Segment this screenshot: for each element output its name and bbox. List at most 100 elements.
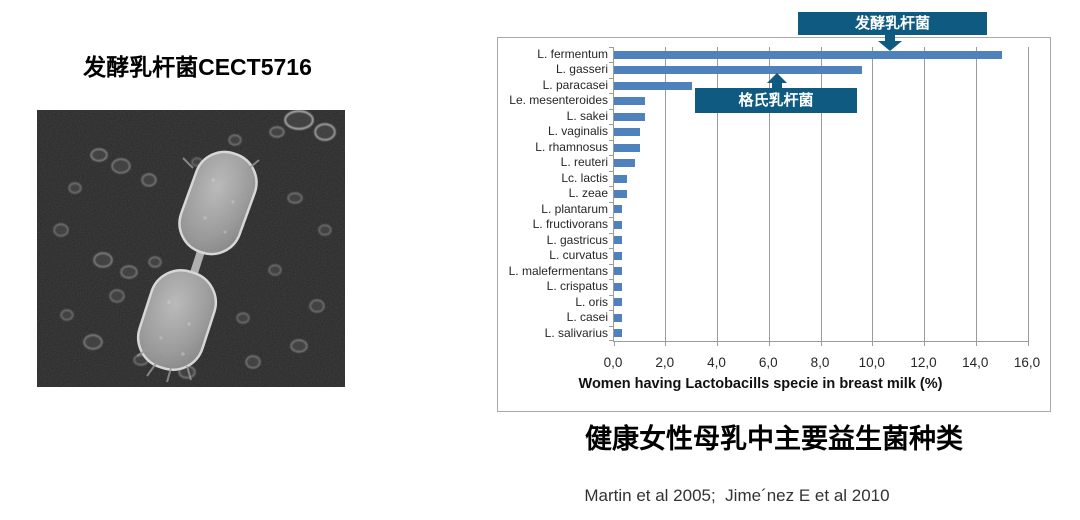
- gridline: [768, 47, 770, 341]
- category-axis: L. fermentum L. gasseri L. paracasei Le. me…: [498, 47, 608, 341]
- bar: [614, 267, 622, 276]
- y-tick-mark: [609, 325, 614, 327]
- category-label: L. fructivorans: [532, 217, 608, 232]
- y-tick-mark: [609, 108, 614, 110]
- arrow-down-icon: [878, 41, 902, 51]
- chart-panel: 发酵乳杆菌 L. fermentum L. gasseri L. paracasei…: [497, 0, 1057, 520]
- y-tick-mark: [609, 139, 614, 141]
- category-label: L. gasseri: [555, 62, 608, 77]
- x-tick-mark: [975, 341, 977, 346]
- x-axis-ticks: 0,0 2,0 4,0 6,0 8,0 10,0 12,0 14,0 16,0: [604, 355, 1041, 371]
- gridline: [665, 47, 667, 341]
- bar: [614, 251, 622, 260]
- category-label: Le. mesenteroides: [509, 93, 608, 108]
- x-tick-label: 12,0: [910, 355, 937, 370]
- bar: [614, 313, 622, 322]
- x-tick-mark: [872, 341, 874, 346]
- category-label: L. paracasei: [542, 77, 608, 92]
- x-tick-label: 8,0: [810, 355, 830, 370]
- bar: [614, 329, 622, 338]
- y-tick-mark: [609, 217, 614, 219]
- category-label: Lc. lactis: [561, 170, 608, 185]
- category-label: L. rhamnosus: [535, 139, 608, 154]
- x-tick-mark: [820, 341, 822, 346]
- x-tick-label: 14,0: [962, 355, 989, 370]
- category-label: L. curvatus: [549, 248, 608, 263]
- category-label: L. casei: [566, 310, 608, 325]
- gridline: [924, 47, 925, 341]
- x-tick-label: 2,0: [655, 355, 675, 370]
- callout-fermentum: 发酵乳杆菌: [798, 12, 987, 35]
- citation-text: Martin et al 2005; Jime´nez E et al 2010: [584, 486, 890, 505]
- category-label: L. crispatus: [546, 279, 608, 294]
- y-tick-mark: [609, 294, 614, 296]
- x-tick-label: 4,0: [707, 355, 726, 370]
- y-tick-mark: [609, 47, 614, 48]
- gridline: [872, 47, 874, 341]
- x-tick-label: 0,0: [603, 355, 623, 370]
- bar: [614, 50, 1003, 59]
- bar: [614, 97, 646, 106]
- category-label: L. plantarum: [541, 201, 608, 216]
- bar: [614, 298, 622, 307]
- y-tick-mark: [609, 232, 614, 234]
- plot-area: [609, 47, 1029, 346]
- bacteria-sem-image: [37, 110, 345, 387]
- x-tick-label: 16,0: [1013, 355, 1041, 370]
- y-tick-mark: [609, 248, 614, 250]
- category-label: L. sakei: [566, 108, 608, 123]
- category-label: L. gastricus: [546, 232, 608, 247]
- bar: [614, 205, 622, 214]
- x-tick-mark: [768, 341, 770, 346]
- y-tick-mark: [609, 124, 614, 126]
- bar: [614, 282, 622, 291]
- y-tick-mark: [609, 62, 614, 64]
- sem-micrograph-drawing: [37, 110, 345, 387]
- callout-gasseri: 格氏乳杆菌: [695, 88, 857, 113]
- y-tick-mark: [609, 340, 614, 341]
- bar: [614, 81, 692, 90]
- category-label: L. vaginalis: [547, 124, 608, 139]
- y-tick-mark: [609, 186, 614, 188]
- gridline: [1027, 47, 1029, 341]
- bar: [614, 220, 622, 229]
- bar: [614, 236, 622, 245]
- x-tick-mark: [665, 341, 667, 346]
- bar: [614, 112, 646, 121]
- category-label: L. oris: [575, 294, 608, 309]
- y-tick-mark: [609, 93, 614, 95]
- bar: [614, 66, 863, 75]
- category-label: L. malefermentans: [508, 263, 608, 278]
- gridline: [717, 47, 718, 341]
- arrow-down-stem: [885, 34, 895, 41]
- y-tick-mark: [609, 310, 614, 312]
- x-tick-mark: [1027, 341, 1029, 346]
- y-tick-mark: [609, 77, 614, 79]
- x-tick-label: 10,0: [858, 355, 885, 370]
- y-tick-mark: [609, 201, 614, 203]
- x-tick-label: 6,0: [758, 355, 778, 370]
- bar: [614, 174, 627, 183]
- y-tick-mark: [609, 170, 614, 172]
- x-tick-mark: [717, 341, 718, 346]
- gridline: [975, 47, 977, 341]
- chart-caption-title: 健康女性母乳中主要益生菌种类: [585, 424, 963, 454]
- gridline: [820, 47, 822, 341]
- bar: [614, 159, 635, 168]
- left-panel-title: 发酵乳杆菌CECT5716: [83, 54, 312, 80]
- arrow-up-icon: [767, 73, 787, 83]
- x-tick-mark: [924, 341, 925, 346]
- x-axis-title: Women having Lactobacills specie in brea…: [578, 376, 943, 392]
- bar: [614, 128, 640, 137]
- x-tick-mark: [613, 341, 615, 346]
- category-label: L. zeae: [568, 186, 608, 201]
- arrow-up-stem: [772, 83, 782, 89]
- bar: [614, 143, 640, 152]
- category-label: L. fermentum: [537, 47, 608, 61]
- y-tick-mark: [609, 279, 614, 281]
- y-tick-mark: [609, 155, 614, 157]
- category-label: L. reuteri: [560, 155, 608, 170]
- category-label: L. salivarius: [544, 325, 608, 340]
- bar: [614, 190, 627, 198]
